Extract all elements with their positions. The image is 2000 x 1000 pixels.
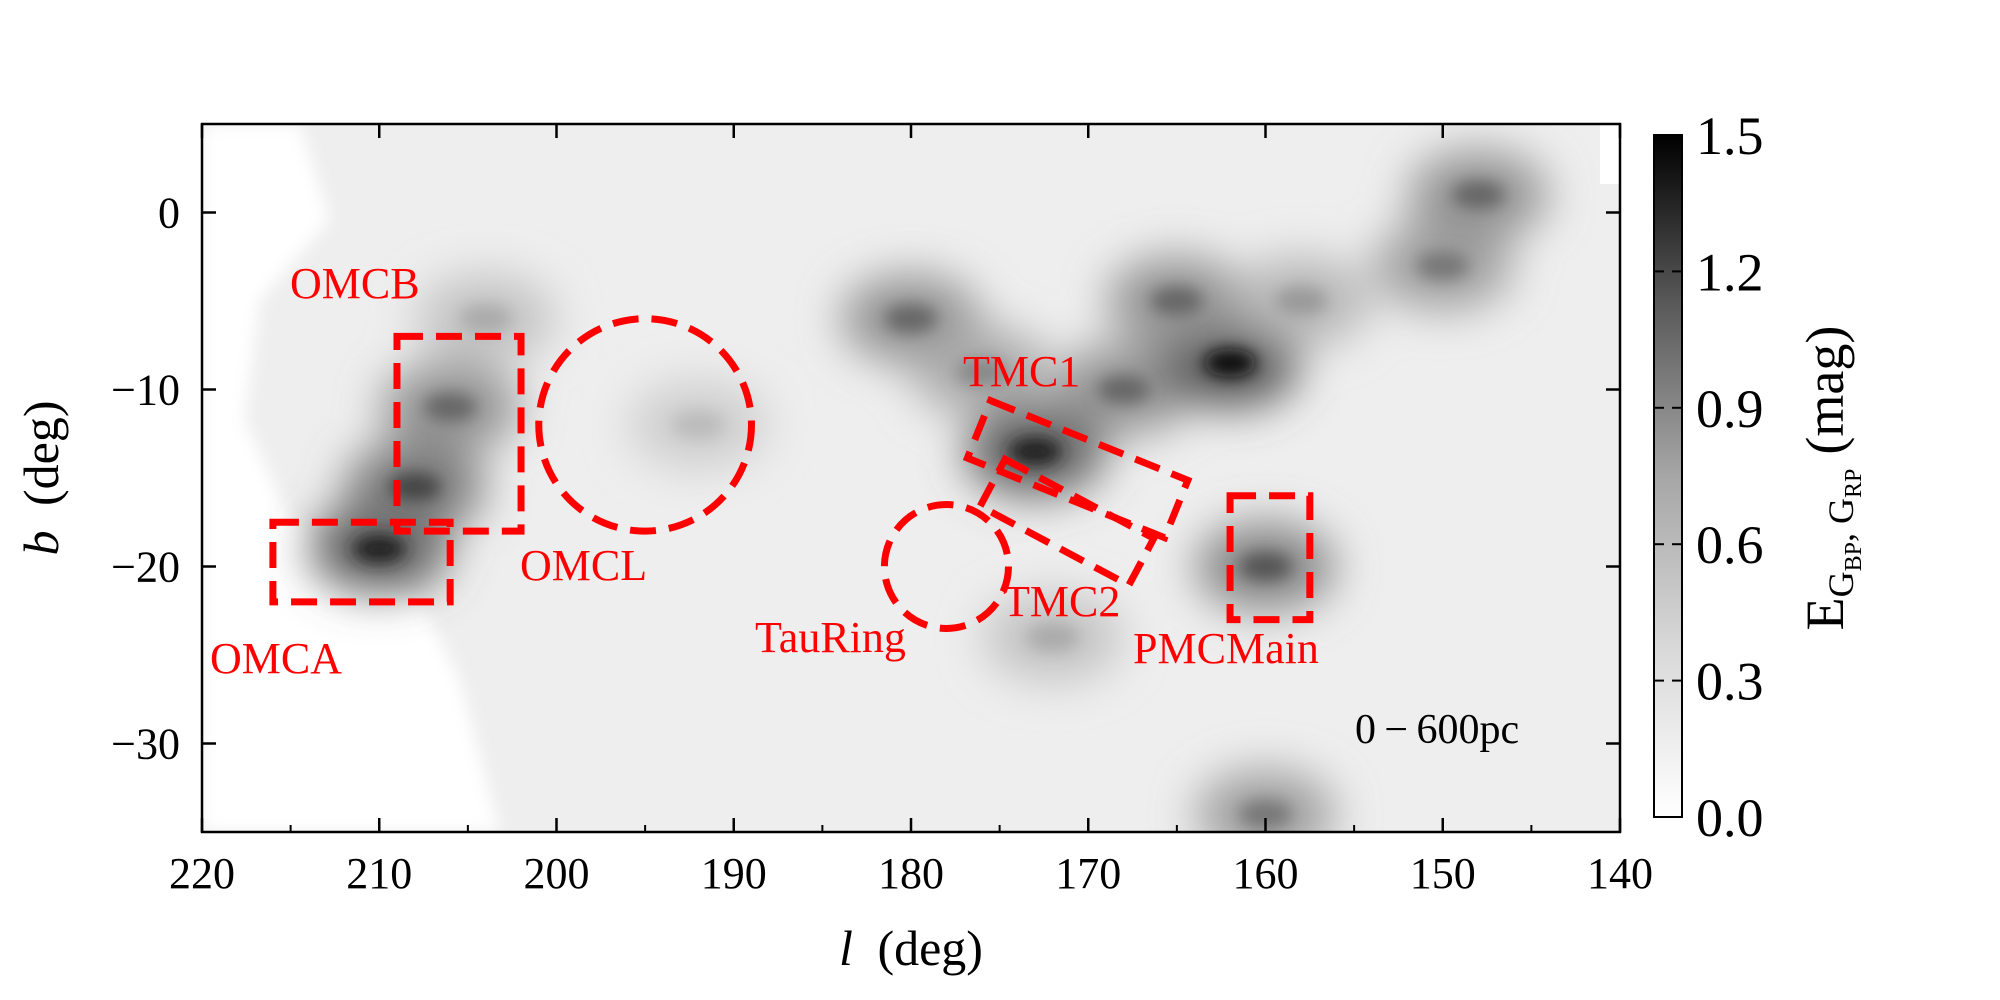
colorbar-tick-label: 1.2 <box>1696 242 1764 302</box>
extinction-core <box>1097 375 1150 404</box>
region-PMCMain <box>1226 492 1314 624</box>
colorbar-label-subsub2: RP <box>1841 469 1867 498</box>
region-OMCB <box>393 332 525 535</box>
label-OMCA: OMCA <box>210 634 342 683</box>
extinction-core <box>1009 437 1062 466</box>
region-overlays <box>269 315 1314 632</box>
x-tick-label: 160 <box>1233 849 1299 898</box>
x-tick-label: 170 <box>1055 849 1121 898</box>
y-tick-label: −10 <box>111 366 180 415</box>
colorbar-tick-label: 1.5 <box>1696 106 1764 166</box>
x-tick-label: 200 <box>524 849 590 898</box>
colorbar-label-sub2: G <box>1821 498 1861 524</box>
y-axis-label-symbol: b <box>13 531 69 556</box>
extinction-core <box>1204 348 1257 377</box>
region-TMC1 <box>962 396 1193 543</box>
heatmap-blank-strip <box>1600 124 1620 184</box>
colorbar-label: EGBP, GRP(mag) <box>1795 326 1867 631</box>
extinction-core <box>1026 623 1079 652</box>
colorbar-gradient <box>1653 134 1683 818</box>
extinction-core <box>885 304 937 333</box>
extinction-core <box>1150 287 1203 315</box>
region-TMC2 <box>975 454 1159 590</box>
x-tick-label: 180 <box>878 849 944 898</box>
label-TauRing: TauRing <box>755 613 906 662</box>
colorbar-label-sub1: G <box>1821 571 1861 597</box>
colorbar-ticks: 0.0 0.3 0.6 0.9 1.2 1.5 <box>1654 106 1764 848</box>
colorbar-label-unit: (mag) <box>1795 326 1855 455</box>
x-axis: 220 210 200 190 180 170 160 150 140 <box>169 124 1653 898</box>
y-axis-label: b (deg) <box>13 401 69 556</box>
colorbar-label-sep: , <box>1821 524 1861 542</box>
colorbar-tick-label: 0.0 <box>1696 788 1764 848</box>
region-OMCL <box>535 315 755 535</box>
colorbar-tick-label: 0.9 <box>1696 379 1764 439</box>
label-OMCL: OMCL <box>520 541 647 590</box>
label-TMC2: TMC2 <box>1003 577 1120 626</box>
label-TMC1: TMC1 <box>963 347 1080 396</box>
extinction-core <box>672 410 725 439</box>
y-tick-label: −30 <box>111 720 180 769</box>
extinction-core <box>459 304 512 333</box>
x-axis-label-unit: (deg) <box>877 920 983 976</box>
colorbar-label-main: E <box>1795 597 1855 630</box>
heatmap-filaments <box>353 180 1505 829</box>
extinction-core <box>388 472 441 501</box>
label-OMCB: OMCB <box>290 259 420 308</box>
colorbar-label-subsub1: BP <box>1841 542 1867 571</box>
region-TauRing <box>880 501 1012 632</box>
heatmap-image <box>202 124 1620 832</box>
colorbar-tick-label: 0.6 <box>1696 515 1764 575</box>
extinction-core <box>1239 800 1292 829</box>
y-tick-label: −20 <box>111 543 180 592</box>
extinction-core <box>1452 180 1505 209</box>
extinction-core <box>1239 552 1292 581</box>
x-tick-label: 220 <box>169 849 235 898</box>
distance-range-label: 0 − 600pc <box>1355 707 1519 753</box>
label-PMCMain: PMCMain <box>1133 624 1319 673</box>
extinction-core <box>955 357 1008 386</box>
x-axis-label: l (deg) <box>839 920 983 976</box>
x-tick-label: 210 <box>346 849 412 898</box>
extinction-core <box>424 393 477 422</box>
y-axis: 0 −10 −20 −30 <box>111 189 1620 769</box>
extinction-core <box>1274 287 1327 315</box>
x-tick-label: 140 <box>1587 849 1653 898</box>
x-axis-label-symbol: l <box>839 920 853 976</box>
y-axis-label-unit: (deg) <box>13 401 69 507</box>
x-tick-label: 190 <box>701 849 767 898</box>
extinction-core <box>1416 251 1469 280</box>
extinction-core <box>353 534 406 563</box>
y-tick-label: 0 <box>158 189 180 238</box>
colorbar: 0.00.30.60.91.21.5 EGBP, GRP(mag) <box>1653 106 1867 848</box>
x-tick-label: 150 <box>1410 849 1476 898</box>
region-OMCA <box>269 518 454 606</box>
colorbar-tick-label: 0.3 <box>1696 652 1764 712</box>
heatmap-blank-region <box>202 124 500 832</box>
